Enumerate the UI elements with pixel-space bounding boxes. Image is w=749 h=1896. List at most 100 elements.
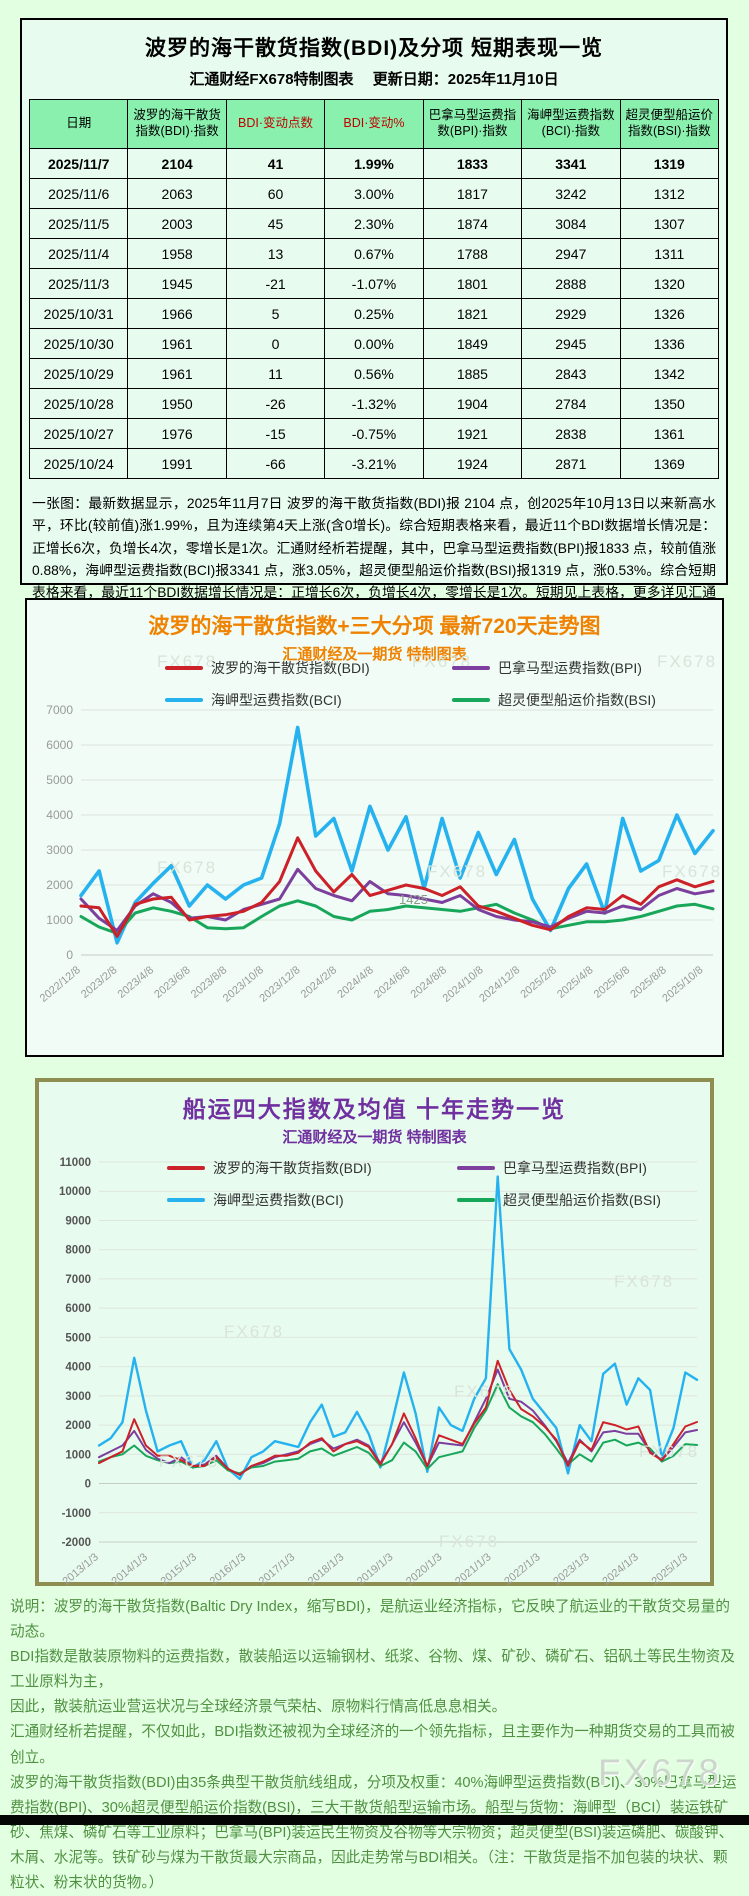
table-cell: 1319 [619,148,720,179]
x-axis-label: 2024/2/8 [299,964,340,1001]
table-row: 2025/11/3 1945 -21 -1.07% 1801 2888 1320 [28,268,720,299]
table-row: 2025/10/24 1991 -66 -3.21% 1924 2871 1369 [28,448,720,479]
table-cell: 1950 [127,388,227,419]
footer-notes: 说明：波罗的海干散货指数(Baltic Dry Index，缩写BDI)，是航运… [10,1595,740,1896]
chart-720day-panel: 波罗的海干散货指数+三大分项 最新720天走势图 汇通财经及一期货 特制图表 0… [25,598,724,1057]
footer-note-line: BDI指数是散装原物料的运费指数，散装船运以运输钢材、纸浆、谷物、煤、矿砂、磷矿… [10,1649,735,1691]
table-body: 2025/11/7 2104 41 1.99% 1833 3341 1319 2025/11/… [28,148,720,479]
footer-note-line: 说明：波罗的海干散货指数(Baltic Dry Index，缩写BDI)，是航运… [10,1599,730,1641]
chart-10year-plot: -2000 -1000 0 1000 2000 3000 4000 5000 6000 7000 8… [59,1157,699,1586]
table-cell: 1833 [422,148,523,179]
y-axis-label: 5000 [65,1332,91,1344]
y-axis-label: 1000 [65,1449,91,1461]
x-axis-label: 2015/1/3 [159,1551,200,1586]
table-cell: 2025/11/5 [28,208,129,239]
table-row: 2025/11/4 1958 13 0.67% 1788 2947 1311 [28,238,720,269]
table-cell: 1312 [619,178,720,209]
table-cell: 2025/11/3 [28,268,129,299]
table-cell: 1991 [127,448,227,479]
table-header: 日期 波罗的海干散货指数(BDI)·指数 BDI·变动点数 BDI·变动% 巴拿马型运费… [28,99,720,149]
x-axis-label: 2019/1/3 [355,1551,396,1586]
table-cell: 1961 [127,328,227,359]
table-cell: 1885 [422,358,523,389]
table-title: 波罗的海干散货指数(BDI)及分项 短期表现一览 [145,37,603,60]
table-cell: 2063 [127,178,227,209]
x-axis-label: 2016/1/3 [208,1551,249,1586]
column-header: 波罗的海干散货指数(BDI)·指数 [127,99,227,149]
y-axis-label: 2000 [46,878,73,892]
y-axis-label: 2000 [65,1420,91,1432]
column-header: 巴拿马型运费指数(BPI)·指数 [422,99,523,149]
table-row: 2025/11/6 2063 60 3.00% 1817 3242 1312 [28,178,720,209]
legend-item: 超灵便型船运价指数(BSI) [457,1190,661,1210]
legend-swatch [165,698,203,702]
series-line [98,1359,698,1476]
x-axis-label: 2017/1/3 [257,1551,298,1586]
table-cell: 3.00% [324,178,424,209]
y-axis-label: 6000 [46,738,73,752]
table-cell: 3341 [521,148,621,179]
y-axis-label: 9000 [65,1215,91,1227]
y-axis-label: -2000 [62,1537,91,1549]
column-header: BDI·变动% [324,99,424,149]
chart-10year-panel: 船运四大指数及均值 十年走势一览 汇通财经及一期货 特制图表 -2000 -100… [35,1078,714,1586]
x-axis-label: 2023/4/8 [116,964,157,1001]
table-cell: 2025/10/30 [28,328,129,359]
series-line [97,1175,699,1481]
table-row: 2025/10/31 1966 5 0.25% 1821 2929 1326 [28,298,720,329]
legend-label: 巴拿马型运费指数(BPI) [503,1160,647,1176]
table-cell: 1904 [422,388,523,419]
table-cell: 2945 [521,328,621,359]
table-cell: 1311 [619,238,720,269]
legend-swatch [165,666,203,670]
table-cell: 1874 [422,208,523,239]
y-axis-label: 0 [66,948,73,962]
table-cell: 2838 [521,418,621,449]
short-term-table-panel: 波罗的海干散货指数(BDI)及分项 短期表现一览 汇通财经FX678特制图表 更… [20,18,728,623]
table-cell: 41 [225,148,326,179]
table-cell: 1976 [127,418,227,449]
column-header: 超灵便型船运价指数(BSI)·指数 [619,99,720,149]
table-cell: 0.56% [324,358,424,389]
x-axis-label: 2023/1/3 [551,1551,592,1586]
legend-swatch [457,1166,495,1170]
series-line [79,725,715,945]
y-axis-label: 8000 [65,1245,91,1257]
chart-10year-subtitle: 汇通财经及一期货 特制图表 [282,1129,467,1146]
table-cell: 1361 [619,418,720,449]
y-axis-label: 1000 [46,913,73,927]
x-axis-label: 2025/10/8 [660,964,705,1005]
table-cell: 3084 [521,208,621,239]
table-cell: -3.21% [324,448,424,479]
table-cell: 1320 [619,268,720,299]
footer-note-line: 汇通财经析若提醒，不仅如此，BDI指数还被视为全球经济的一个领先指标，且主要作为… [10,1724,735,1766]
table-cell: 2784 [521,388,621,419]
column-header: 日期 [28,99,129,149]
bdi-data-table: 日期 波罗的海干散货指数(BDI)·指数 BDI·变动点数 BDI·变动% 巴拿马型运费… [28,99,720,479]
table-cell: 3242 [521,178,621,209]
table-cell: 2025/10/24 [28,448,129,479]
table-cell: 2871 [521,448,621,479]
x-axis-label: 2022/12/8 [38,964,83,1005]
table-cell: -21 [225,268,326,299]
y-axis-label: 3000 [65,1391,91,1403]
x-axis-label: 2025/2/8 [518,964,559,1001]
y-axis-label: 4000 [46,808,73,822]
x-axis-label: 2023/2/8 [79,964,120,1001]
y-axis-label: 6000 [65,1303,91,1315]
table-cell: 2929 [521,298,621,329]
chart-720day-subtitle: 汇通财经及一期货 特制图表 [282,646,467,663]
table-cell: 1945 [127,268,227,299]
table-cell: 45 [225,208,326,239]
table-cell: 2.30% [324,208,424,239]
x-axis-label: 2025/6/8 [592,964,633,1001]
table-cell: 60 [225,178,326,209]
table-cell: 0 [225,328,326,359]
y-axis-label: 4000 [65,1362,91,1374]
y-axis-label: 5000 [46,773,73,787]
table-row: 2025/11/5 2003 45 2.30% 1874 3084 1307 [28,208,720,239]
table-cell: 2025/11/4 [28,238,129,269]
y-axis-label: 7000 [65,1274,91,1286]
table-row: 2025/10/30 1961 0 0.00% 1849 2945 1336 [28,328,720,359]
table-cell: 1921 [422,418,523,449]
